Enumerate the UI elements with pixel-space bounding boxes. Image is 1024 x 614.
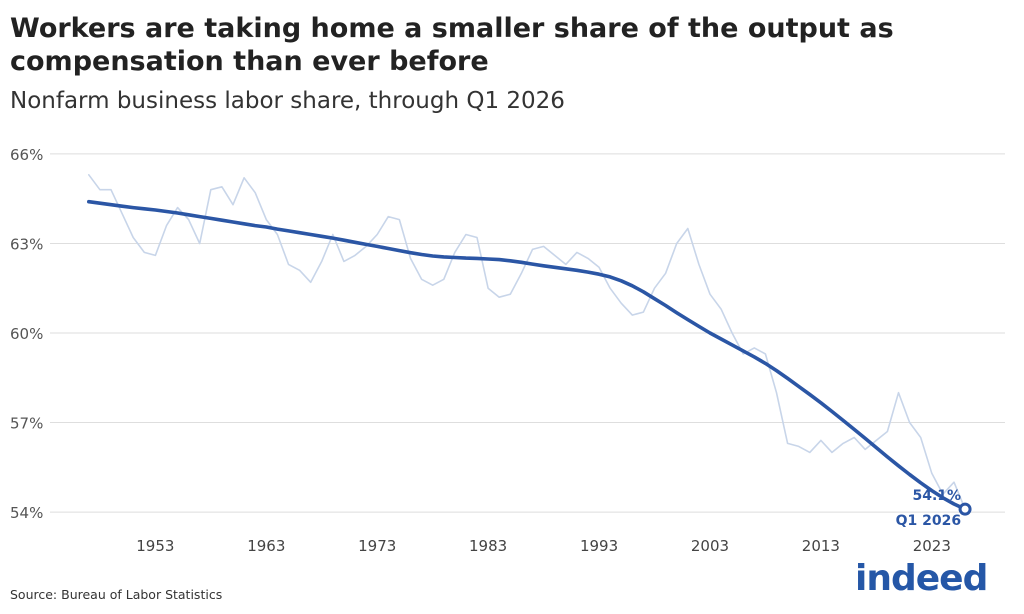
chart: 54% 57% 60% 63% 66% 1953 1963 1973 1983 1993 2003 2… [10,146,1005,555]
brand-logo: indeed [855,558,988,599]
x-tick-label: 2013 [802,537,840,555]
x-tick-label: 2023 [913,537,951,555]
y-tick-label: 66% [10,146,43,164]
x-tick-label: 1973 [358,537,396,555]
annotation-value: 54.1% [912,488,961,504]
trend-line [87,199,967,511]
chart-subtitle: Nonfarm business labor share, through Q1… [10,88,565,114]
x-tick-label: 1983 [469,537,507,555]
x-tick-label: 1953 [136,537,174,555]
source-note: Source: Bureau of Labor Statistics [10,587,223,602]
y-tick-label: 57% [10,415,43,433]
y-tick-label: 60% [10,325,43,343]
raw-line [88,174,966,510]
annotation-date: Q1 2026 [896,513,961,529]
y-tick-label: 63% [10,235,43,253]
x-tick-label: 2003 [691,537,729,555]
x-tick-label: 1963 [247,537,285,555]
y-tick-label: 54% [10,504,43,522]
x-tick-label: 1993 [580,537,618,555]
end-point [958,502,972,516]
chart-title: Workers are taking home a smaller share … [10,13,894,77]
